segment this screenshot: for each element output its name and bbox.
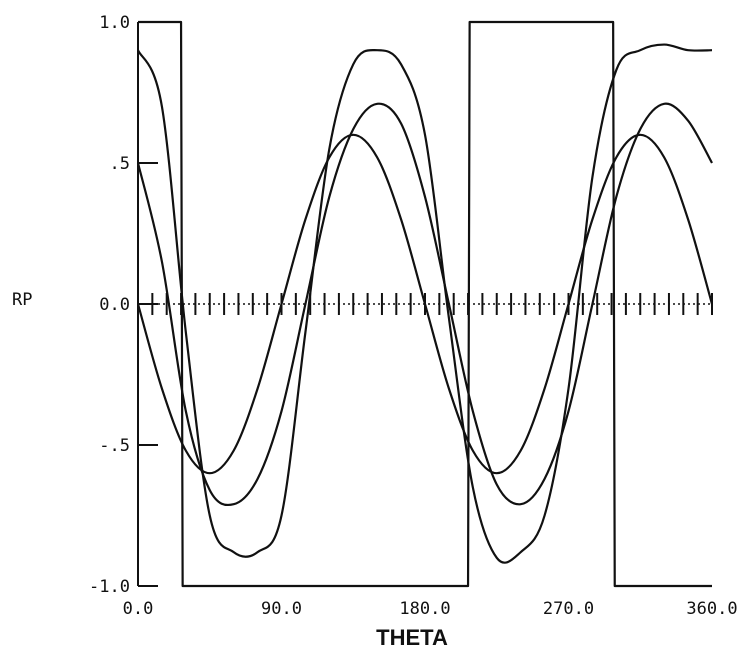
x-tick-label: 0.0 <box>123 599 154 619</box>
x-tick-label: 270.0 <box>543 599 594 619</box>
y-tick-label: -1.0 <box>89 577 130 597</box>
series-curve-high <box>136 43 713 564</box>
y-tick-label: .5 <box>110 154 130 174</box>
x-tick-label: 180.0 <box>399 599 450 619</box>
y-tick-label: 0.0 <box>99 295 130 315</box>
x-tick-label: 360.0 <box>686 599 737 619</box>
x-tick-label: 90.0 <box>261 599 302 619</box>
y-tick-label: 1.0 <box>99 13 130 33</box>
x-axis-title: THETA <box>376 625 448 650</box>
y-tick-label: -.5 <box>99 436 130 456</box>
series-curve-mid <box>136 102 713 507</box>
y-axis-title: RP <box>12 290 32 310</box>
labels-layer: 1.0.50.0-.5-1.00.0 90.0 180.0 270.0 360.0 <box>89 13 738 619</box>
tick-layer <box>137 21 713 587</box>
